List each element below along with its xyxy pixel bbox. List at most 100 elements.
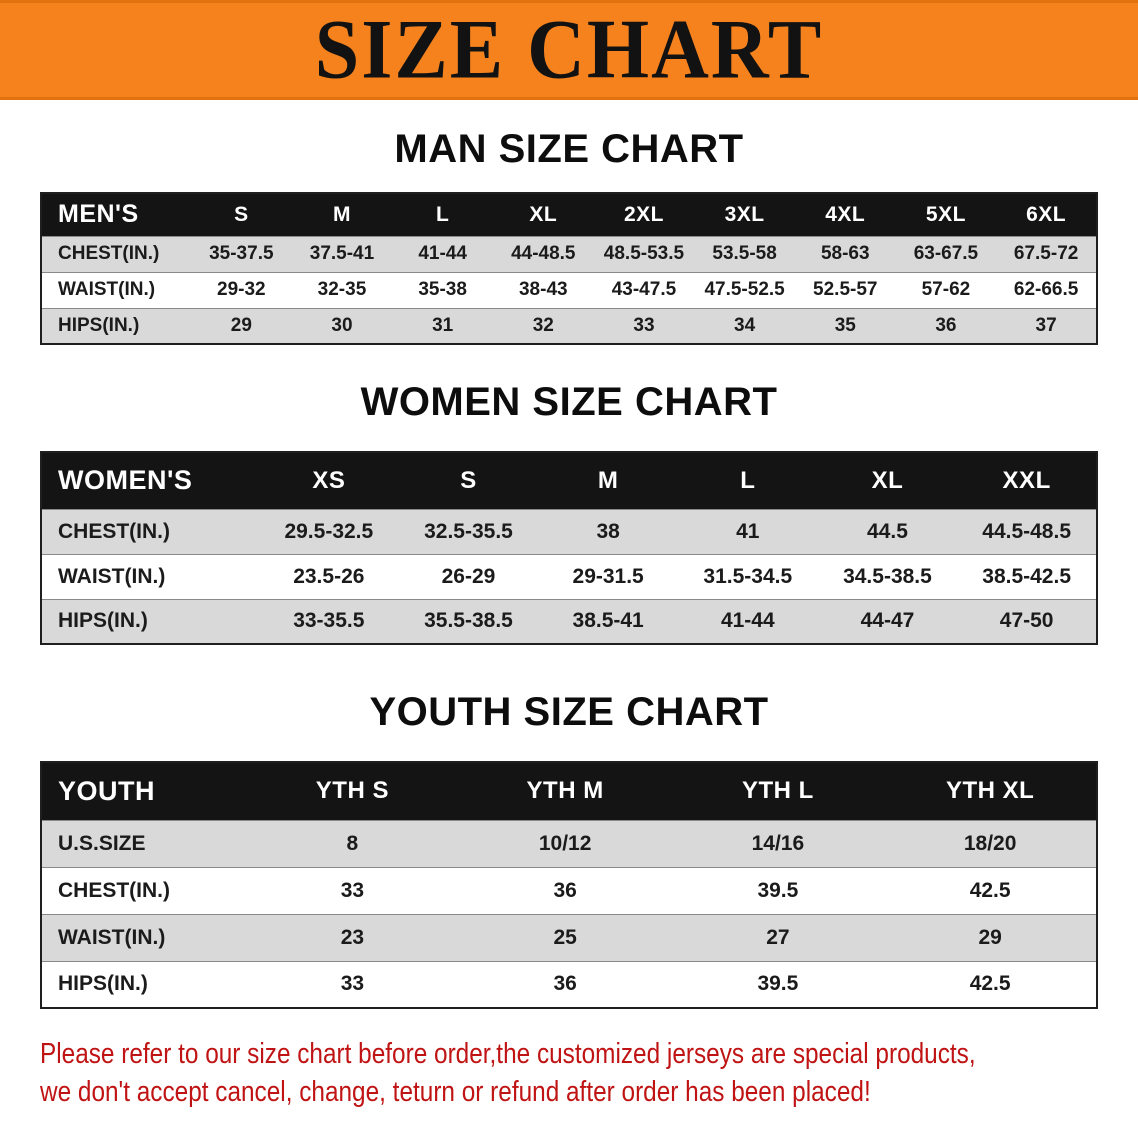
size-column-header: 2XL [593, 193, 695, 236]
women-size-section: WOMEN SIZE CHART WOMEN'S XS S M L XL XXL CHEST(… [0, 379, 1138, 645]
size-column-header: XL [492, 193, 594, 236]
measurement-value-cell: 41-44 [677, 598, 818, 644]
measurement-value-cell: 33 [246, 866, 459, 914]
measurement-value-cell: 35-37.5 [191, 235, 292, 272]
size-column-header: 3XL [694, 193, 795, 236]
men-section-heading: MAN SIZE CHART [394, 127, 744, 171]
measurement-value-cell: 29-31.5 [538, 553, 678, 599]
measurement-value-cell: 62-66.5 [996, 271, 1097, 308]
measurement-value-cell: 42.5 [884, 866, 1097, 914]
page-title: SIZE CHART [314, 3, 824, 97]
measurement-value-cell: 39.5 [671, 866, 885, 914]
size-column-header: M [291, 193, 393, 236]
measurement-value-cell: 36 [458, 866, 672, 914]
measurement-value-cell: 36 [895, 307, 997, 344]
title-banner: SIZE CHART [0, 0, 1138, 100]
measurement-value-cell: 32.5-35.5 [398, 508, 539, 554]
measurement-value-cell: 38.5-42.5 [957, 553, 1097, 599]
measurement-label-cell: WAIST(IN.) [41, 913, 246, 961]
size-column-header: XL [817, 452, 958, 509]
measurement-value-cell: 32 [492, 307, 594, 344]
measurement-value-cell: 53.5-58 [694, 235, 795, 272]
size-column-header: 6XL [996, 193, 1097, 236]
measurement-value-cell: 29 [191, 307, 292, 344]
size-column-header: XXL [957, 452, 1097, 509]
measurement-value-cell: 36 [458, 960, 672, 1008]
measurement-value-cell: 39.5 [671, 960, 885, 1008]
size-column-header: YTH L [671, 762, 885, 820]
table-row: CHEST(IN.) 33 36 39.5 42.5 [41, 866, 1097, 914]
measurement-value-cell: 29 [884, 913, 1097, 961]
measurement-value-cell: 31.5-34.5 [677, 553, 818, 599]
table-row: WAIST(IN.) 23.5-26 26-29 29-31.5 31.5-34.5 34… [41, 553, 1097, 599]
measurement-value-cell: 35 [794, 307, 896, 344]
women-section-heading: WOMEN SIZE CHART [360, 380, 778, 424]
size-column-header: S [398, 452, 539, 509]
table-header-row: MEN'S S M L XL 2XL 3XL 4XL 5XL 6XL [41, 193, 1097, 236]
measurement-value-cell: 18/20 [884, 819, 1097, 867]
measurement-value-cell: 23.5-26 [259, 553, 399, 599]
measurement-value-cell: 38-43 [492, 271, 594, 308]
measurement-value-cell: 33 [246, 960, 459, 1008]
measurement-value-cell: 29.5-32.5 [259, 508, 399, 554]
table-name-cell: YOUTH [41, 762, 246, 820]
measurement-label-cell: HIPS(IN.) [41, 307, 191, 344]
measurement-value-cell: 23 [246, 913, 459, 961]
measurement-value-cell: 44-48.5 [492, 235, 594, 272]
measurement-value-cell: 34.5-38.5 [817, 553, 958, 599]
measurement-value-cell: 33 [593, 307, 695, 344]
measurement-value-cell: 41 [677, 508, 818, 554]
measurement-value-cell: 38 [538, 508, 678, 554]
youth-size-section: YOUTH SIZE CHART YOUTH YTH S YTH M YTH L YTH… [0, 689, 1138, 1009]
measurement-label-cell: CHEST(IN.) [41, 235, 191, 272]
measurement-label-cell: HIPS(IN.) [41, 960, 246, 1008]
measurement-label-cell: WAIST(IN.) [41, 553, 259, 599]
measurement-value-cell: 35-38 [392, 271, 493, 308]
measurement-value-cell: 44.5-48.5 [957, 508, 1097, 554]
men-size-section: MAN SIZE CHART MEN'S S M L XL 2XL 3XL 4XL 5XL 6XL… [0, 126, 1138, 345]
measurement-value-cell: 43-47.5 [593, 271, 695, 308]
size-column-header: M [538, 452, 678, 509]
table-row: CHEST(IN.) 29.5-32.5 32.5-35.5 38 41 44.5 44.5… [41, 508, 1097, 554]
disclaimer: Please refer to our size chart before or… [0, 1035, 1138, 1111]
measurement-value-cell: 38.5-41 [538, 598, 678, 644]
size-column-header: L [392, 193, 493, 236]
table-name-cell: MEN'S [41, 193, 191, 236]
size-charts: MAN SIZE CHART MEN'S S M L XL 2XL 3XL 4XL 5XL 6XL… [0, 126, 1138, 1009]
table-row: HIPS(IN.) 29 30 31 32 33 34 35 36 37 [41, 307, 1097, 344]
women-size-table: WOMEN'S XS S M L XL XXL CHEST(IN.) 29.5-32.5 32.5… [40, 451, 1098, 645]
measurement-value-cell: 44.5 [817, 508, 958, 554]
measurement-label-cell: CHEST(IN.) [41, 866, 246, 914]
table-row: HIPS(IN.) 33 36 39.5 42.5 [41, 960, 1097, 1008]
measurement-label-cell: CHEST(IN.) [41, 508, 259, 554]
measurement-value-cell: 52.5-57 [794, 271, 896, 308]
size-column-header: 4XL [794, 193, 896, 236]
men-size-table: MEN'S S M L XL 2XL 3XL 4XL 5XL 6XL CHEST(IN.) 35-37… [40, 192, 1098, 345]
size-column-header: S [191, 193, 292, 236]
measurement-label-cell: WAIST(IN.) [41, 271, 191, 308]
measurement-value-cell: 37.5-41 [291, 235, 393, 272]
size-column-header: YTH M [458, 762, 672, 820]
measurement-value-cell: 41-44 [392, 235, 493, 272]
youth-size-table: YOUTH YTH S YTH M YTH L YTH XL U.S.SIZE 8 10/12… [40, 761, 1098, 1009]
table-row: U.S.SIZE 8 10/12 14/16 18/20 [41, 819, 1097, 867]
measurement-value-cell: 37 [996, 307, 1097, 344]
measurement-value-cell: 57-62 [895, 271, 997, 308]
table-row: CHEST(IN.) 35-37.5 37.5-41 41-44 44-48.5 48.5… [41, 235, 1097, 272]
measurement-value-cell: 30 [291, 307, 393, 344]
measurement-value-cell: 35.5-38.5 [398, 598, 539, 644]
measurement-value-cell: 32-35 [291, 271, 393, 308]
measurement-value-cell: 10/12 [458, 819, 672, 867]
measurement-value-cell: 48.5-53.5 [593, 235, 695, 272]
table-header-row: YOUTH YTH S YTH M YTH L YTH XL [41, 762, 1097, 820]
measurement-value-cell: 47-50 [957, 598, 1097, 644]
measurement-value-cell: 47.5-52.5 [694, 271, 795, 308]
measurement-value-cell: 25 [458, 913, 672, 961]
disclaimer-line-2: we don't accept cancel, change, teturn o… [40, 1076, 871, 1108]
disclaimer-line-1: Please refer to our size chart before or… [40, 1038, 976, 1070]
table-row: WAIST(IN.) 29-32 32-35 35-38 38-43 43-47.5 47.… [41, 271, 1097, 308]
measurement-value-cell: 31 [392, 307, 493, 344]
measurement-value-cell: 63-67.5 [895, 235, 997, 272]
measurement-value-cell: 58-63 [794, 235, 896, 272]
